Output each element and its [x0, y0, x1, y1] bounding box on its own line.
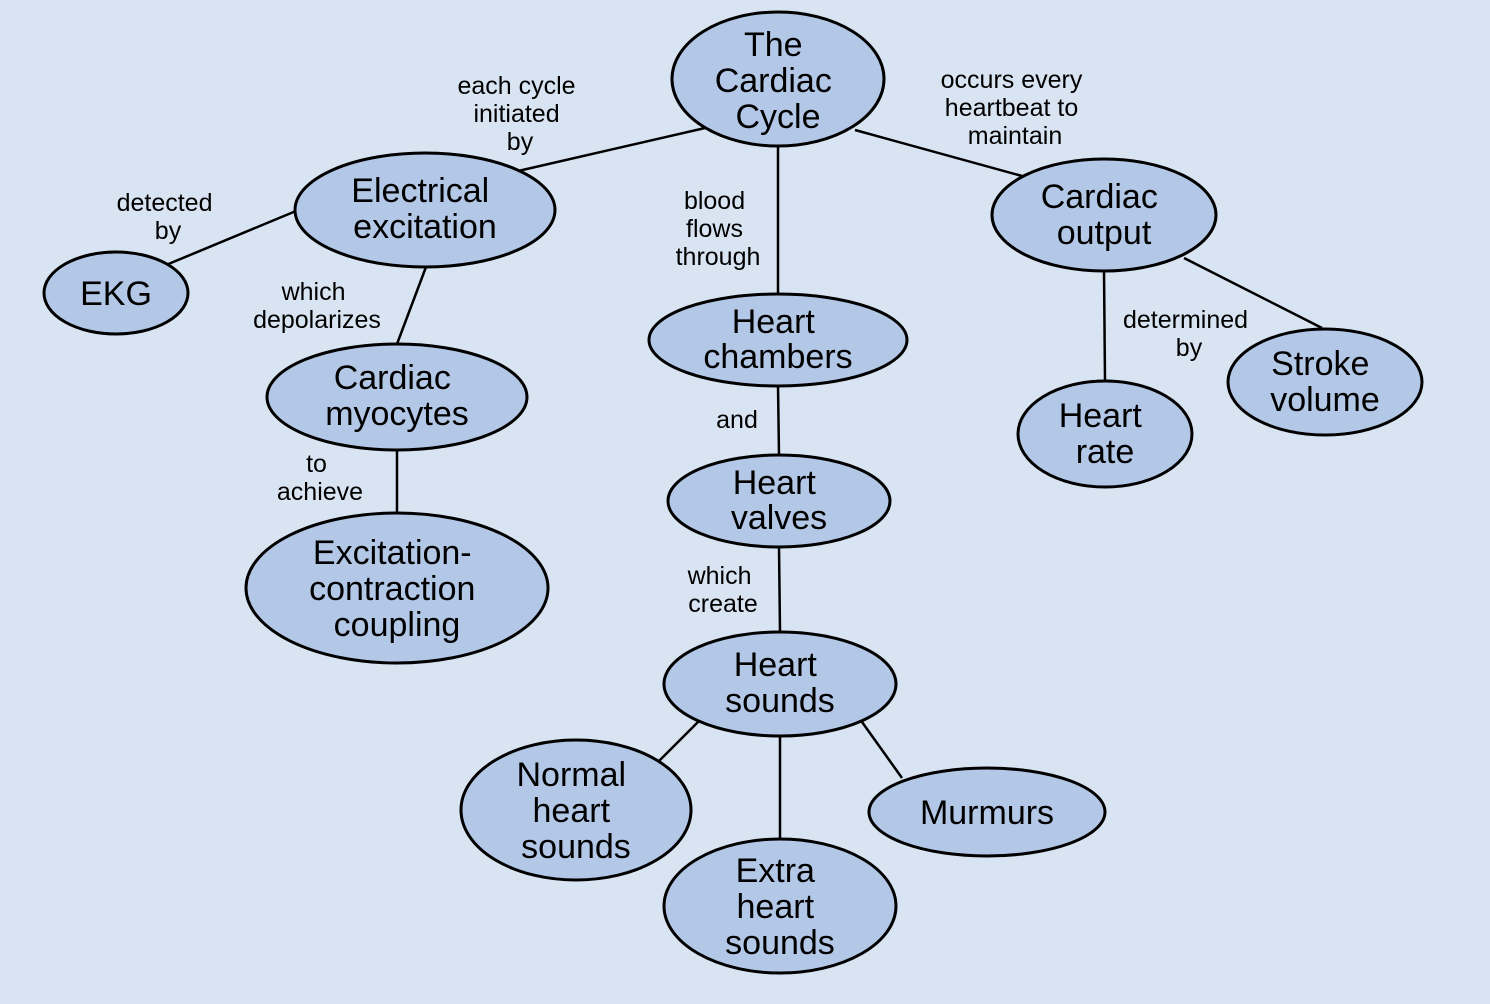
node-label: Normal heart sounds [516, 756, 635, 866]
node-cardiac-myocytes: Cardiac myocytes [265, 342, 529, 452]
node-heart-chambers: Heart chambers [647, 292, 909, 388]
node-murmurs: Murmurs [867, 766, 1107, 858]
node-label: Excitation- contraction coupling [309, 534, 485, 644]
node-electrical-excitation: Electrical excitation [293, 151, 557, 269]
edge-label-flows-through: blood flows through [676, 187, 761, 271]
edge-sounds-to-murmurs [860, 721, 904, 779]
node-cardiac-cycle: The Cardiac Cycle [670, 10, 886, 148]
node-label: Extra heart sounds [725, 852, 835, 962]
edge-labels: each cycle initiated by occurs every hea… [117, 66, 1255, 618]
node-label: Stroke volume [1270, 345, 1380, 419]
edge-label-maintain: occurs every heartbeat to maintain [941, 66, 1090, 150]
edges [165, 126, 1323, 839]
nodes: The Cardiac Cycle Electrical excitation … [42, 10, 1424, 975]
edge-label-and: and [716, 406, 758, 434]
node-excitation-contraction-coupling: Excitation- contraction coupling [244, 511, 550, 665]
node-label: Cardiac myocytes [325, 359, 469, 433]
edge-cycle-to-electrical [504, 126, 706, 176]
edge-valves-to-sounds [777, 546, 782, 633]
node-cardiac-output: Cardiac output [990, 157, 1218, 273]
node-heart-sounds: Heart sounds [662, 630, 898, 738]
edge-label-to-achieve: to achieve [277, 450, 363, 506]
node-stroke-volume: Stroke volume [1226, 327, 1424, 437]
edge-chambers-to-valves [776, 385, 781, 456]
node-label: Heart sounds [725, 646, 835, 720]
edge-output-to-rate [1102, 270, 1107, 382]
edge-electrical-to-ekg [165, 209, 297, 267]
edge-label-depolarizes: which depolarizes [253, 278, 381, 334]
edge-electrical-to-myocytes [395, 266, 428, 345]
edge-cycle-to-output [854, 128, 1023, 178]
node-extra-heart-sounds: Extra heart sounds [662, 837, 898, 975]
node-label: EKG [80, 275, 152, 313]
node-label: Cardiac output [1041, 178, 1168, 252]
edge-sounds-to-normal [657, 721, 699, 763]
edge-output-to-stroke [1183, 256, 1323, 330]
node-label: Heart rate [1059, 397, 1152, 471]
node-label: Electrical excitation [351, 172, 498, 246]
node-label: The Cardiac Cycle [715, 26, 842, 136]
node-heart-rate: Heart rate [1016, 379, 1194, 489]
node-heart-valves: Heart valves [666, 453, 892, 549]
edge-label-detected-by: detected by [117, 189, 220, 245]
edge-label-determined-by: determined by [1123, 306, 1255, 362]
node-label: Murmurs [920, 794, 1054, 832]
node-ekg: EKG [42, 250, 190, 336]
node-label: Heart chambers [703, 303, 852, 376]
edge-label-which-create: which create [687, 562, 759, 618]
edge-label-initiated-by: each cycle initiated by [457, 72, 582, 156]
node-label: Heart valves [731, 464, 827, 537]
node-normal-heart-sounds: Normal heart sounds [459, 738, 693, 882]
